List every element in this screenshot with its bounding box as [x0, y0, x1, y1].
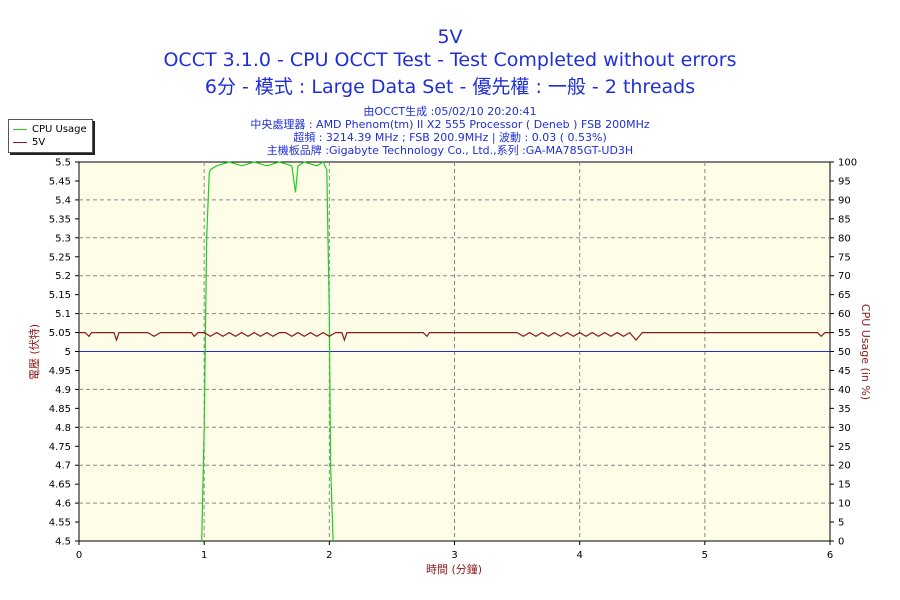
y-right-tick-label: 55 — [838, 328, 851, 339]
info-motherboard: 主機板品牌 :Gigabyte Technology Co., Ltd.,系列 … — [266, 144, 634, 157]
y-right-tick-label: 15 — [838, 480, 851, 491]
y-left-tick-label: 5.35 — [49, 214, 71, 225]
y-right-tick-label: 0 — [838, 537, 844, 548]
info-clock: 超頻 : 3214.39 MHz ; FSB 200.9MHz | 波動 : 0… — [293, 131, 607, 144]
y-right-tick-label: 95 — [838, 176, 851, 187]
info-cpu: 中央處理器 : AMD Phenom(tm) II X2 555 Process… — [250, 118, 650, 131]
axis-ticks: 0 1 2 3 4 5 64.54.554.64.654.74.754.84.854.94.… — [49, 158, 857, 562]
y-left-tick-label: 4.9 — [55, 385, 71, 396]
y-left-tick-label: 5.15 — [49, 290, 71, 301]
y-right-tick-label: 75 — [838, 252, 851, 263]
x-tick-label: 1 — [201, 550, 207, 561]
y-left-tick-label: 5.2 — [55, 271, 71, 282]
y-right-tick-label: 30 — [838, 423, 851, 434]
legend-swatch-5v — [13, 141, 27, 143]
legend-item-cpu-usage: CPU Usage — [13, 123, 87, 136]
y-axis-right-label: CPU Usage (in %) — [859, 304, 872, 400]
series-line-5v — [79, 331, 830, 342]
x-tick-label: 3 — [451, 550, 457, 561]
legend-item-5v: 5V — [13, 136, 45, 149]
y-left-tick-label: 5.3 — [55, 233, 71, 244]
series-lines — [79, 161, 830, 542]
y-right-tick-label: 25 — [838, 442, 851, 453]
x-axis-label: 時間 (分鐘) — [426, 562, 482, 576]
chart-title: 5V — [437, 26, 463, 48]
y-right-tick-label: 40 — [838, 385, 851, 396]
y-right-tick-label: 100 — [838, 158, 857, 169]
y-left-tick-label: 5.5 — [55, 158, 71, 169]
x-tick-label: 5 — [702, 550, 708, 561]
info-generated: 由OCCT生成 :05/02/10 20:20:41 — [363, 105, 537, 118]
y-right-tick-label: 35 — [838, 404, 851, 415]
y-left-tick-label: 5 — [65, 347, 71, 358]
y-right-tick-label: 5 — [838, 518, 844, 529]
y-axis-left-label: 電壓 (伏特) — [27, 324, 41, 380]
y-right-tick-label: 85 — [838, 214, 851, 225]
y-left-tick-label: 5.45 — [49, 176, 71, 187]
x-tick-label: 0 — [76, 550, 82, 561]
chart-subtitle-test: OCCT 3.1.0 - CPU OCCT Test - Test Comple… — [163, 49, 737, 71]
y-left-tick-label: 4.65 — [49, 480, 71, 491]
y-left-tick-label: 4.85 — [49, 404, 71, 415]
y-left-tick-label: 4.75 — [49, 442, 71, 453]
x-tick-label: 2 — [326, 550, 332, 561]
y-left-tick-label: 4.5 — [55, 537, 71, 548]
chart-subtitle-mode: 6分 - 模式 : Large Data Set - 優先權 : 一般 - 2 … — [204, 76, 696, 98]
y-left-tick-label: 5.4 — [55, 195, 71, 206]
y-right-tick-label: 20 — [838, 461, 851, 472]
y-left-tick-label: 4.95 — [49, 366, 71, 377]
y-left-tick-label: 4.55 — [49, 518, 71, 529]
y-left-tick-label: 5.1 — [55, 309, 71, 320]
y-right-tick-label: 90 — [838, 195, 851, 206]
legend: CPU Usage 5V — [8, 119, 93, 153]
y-right-tick-label: 45 — [838, 366, 851, 377]
y-left-tick-label: 4.6 — [55, 499, 71, 510]
legend-swatch-cpu-usage — [13, 128, 27, 130]
y-right-tick-label: 10 — [838, 499, 851, 510]
y-left-tick-label: 5.05 — [49, 328, 71, 339]
x-tick-label: 4 — [576, 550, 582, 561]
legend-label-cpu-usage: CPU Usage — [32, 124, 87, 135]
y-left-tick-label: 4.8 — [55, 423, 71, 434]
y-left-tick-label: 5.25 — [49, 252, 71, 263]
legend-label-5v: 5V — [32, 137, 46, 148]
y-right-tick-label: 70 — [838, 271, 851, 282]
series-line-cpu-usage — [201, 161, 334, 542]
y-right-tick-label: 65 — [838, 290, 851, 301]
x-tick-label: 6 — [827, 550, 833, 561]
y-right-tick-label: 80 — [838, 233, 851, 244]
y-right-tick-label: 50 — [838, 347, 851, 358]
y-right-tick-label: 60 — [838, 309, 851, 320]
y-left-tick-label: 4.7 — [55, 461, 71, 472]
